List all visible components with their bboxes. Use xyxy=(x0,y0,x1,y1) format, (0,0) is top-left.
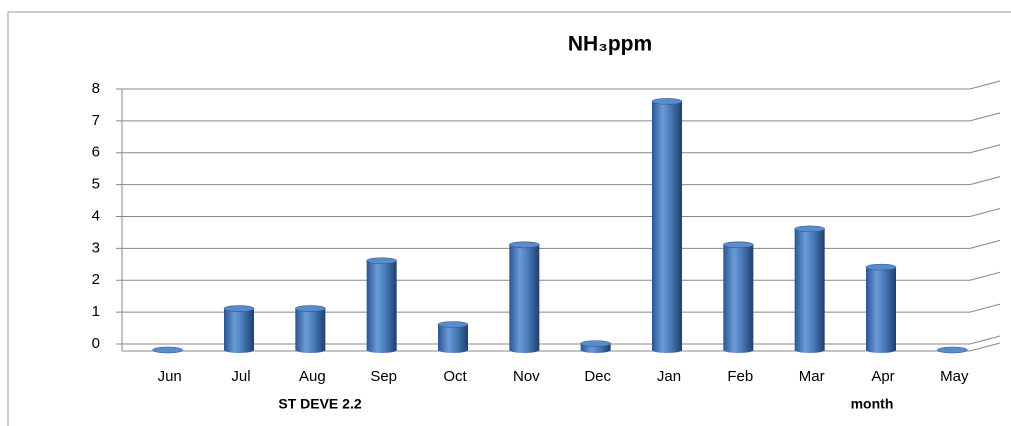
bar xyxy=(580,340,611,353)
x-tick-label: Jan xyxy=(657,368,681,385)
chart-title: NH₃ppm xyxy=(568,33,652,56)
bar xyxy=(723,241,754,353)
bar xyxy=(794,225,825,353)
x-tick-label: Jul xyxy=(231,368,250,385)
x-tick-label: Nov xyxy=(513,368,540,385)
x-tick-label: Oct xyxy=(443,368,467,385)
grid-line xyxy=(122,271,1001,281)
bar xyxy=(152,346,183,354)
grid-line xyxy=(122,80,1001,90)
x-tick-label: Jun xyxy=(158,368,182,385)
bar xyxy=(295,305,326,353)
bar xyxy=(223,305,255,353)
grid-line xyxy=(122,144,1001,154)
x-tick-label: Mar xyxy=(799,368,825,385)
bar xyxy=(651,98,683,353)
x-axis-label: month xyxy=(851,396,894,412)
y-tick-label: 3 xyxy=(92,239,100,256)
x-tick-label: Dec xyxy=(584,368,611,385)
floor xyxy=(122,342,1001,352)
y-tick-label: 4 xyxy=(92,207,100,224)
grid-line xyxy=(122,176,1001,186)
y-tick-label: 7 xyxy=(92,112,100,129)
annotation: ST DEVE 2.2 xyxy=(278,396,361,412)
x-tick-label: Feb xyxy=(727,368,753,385)
x-tick-label: Aug xyxy=(299,368,326,385)
y-tick-label: 8 xyxy=(92,80,100,97)
bar xyxy=(937,346,968,354)
bar xyxy=(437,321,469,353)
grid-line xyxy=(122,335,1001,345)
bar xyxy=(509,241,540,353)
y-tick-label: 6 xyxy=(92,144,100,161)
grid-line xyxy=(122,239,1001,249)
grid-line xyxy=(122,208,1001,217)
y-tick-label: 5 xyxy=(92,176,100,193)
y-tick-label: 1 xyxy=(92,303,100,320)
y-tick-label: 0 xyxy=(92,335,100,352)
grid-line xyxy=(122,112,1001,122)
x-tick-label: Sep xyxy=(370,368,397,385)
x-tick-label: May xyxy=(940,368,969,385)
bar xyxy=(865,263,897,353)
y-tick-label: 2 xyxy=(92,271,100,288)
x-tick-label: Apr xyxy=(871,368,894,385)
frame xyxy=(7,11,1011,426)
bar xyxy=(366,257,397,353)
grid-line xyxy=(122,303,1001,313)
